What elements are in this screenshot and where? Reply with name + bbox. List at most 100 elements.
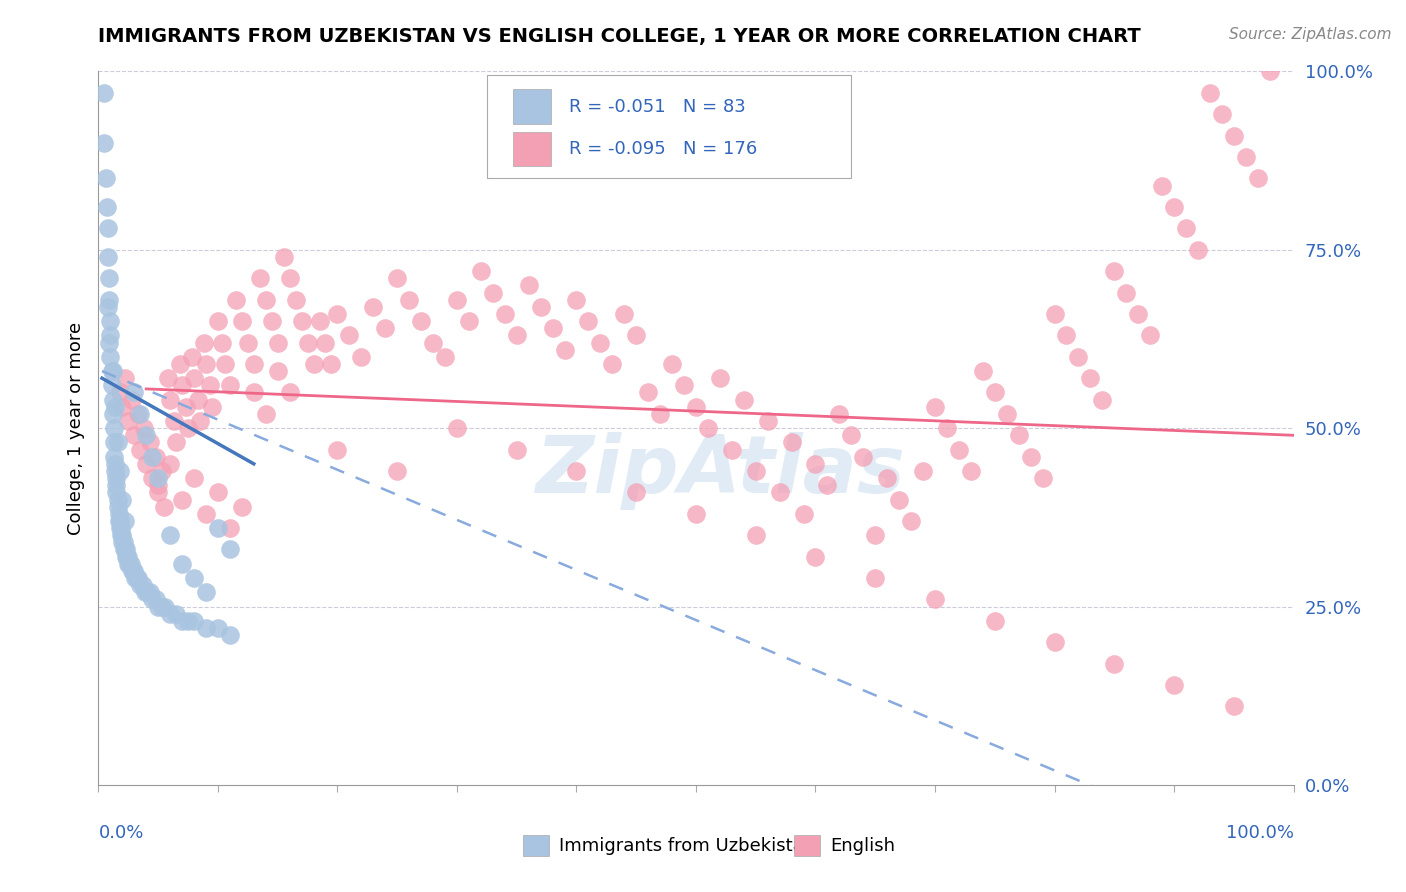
- Point: [94, 171, 117, 186]
- Point: [207, 621, 229, 635]
- Text: English: English: [830, 837, 894, 855]
- Point: [96, 200, 118, 214]
- Point: [101, 392, 124, 407]
- Point: [231, 500, 253, 514]
- Point: [1091, 392, 1114, 407]
- Point: [98, 335, 121, 350]
- Point: [117, 549, 139, 564]
- Point: [98, 350, 122, 364]
- Point: [115, 542, 138, 557]
- Point: [127, 407, 149, 421]
- Point: [150, 464, 173, 478]
- Point: [136, 585, 159, 599]
- Point: [159, 392, 181, 407]
- Point: [97, 250, 120, 264]
- Point: [114, 371, 136, 385]
- Point: [1187, 243, 1209, 257]
- Point: [446, 293, 468, 307]
- Point: [104, 400, 127, 414]
- Point: [267, 335, 290, 350]
- FancyBboxPatch shape: [513, 89, 551, 124]
- Point: [214, 357, 236, 371]
- FancyBboxPatch shape: [513, 132, 551, 166]
- Point: [236, 335, 259, 350]
- Point: [254, 407, 277, 421]
- Point: [141, 450, 163, 464]
- Point: [141, 471, 163, 485]
- Point: [188, 414, 211, 428]
- Point: [159, 607, 181, 621]
- Point: [98, 293, 121, 307]
- Point: [153, 500, 176, 514]
- Point: [193, 335, 215, 350]
- Point: [1152, 178, 1174, 193]
- Point: [697, 421, 720, 435]
- Text: Immigrants from Uzbekistan: Immigrants from Uzbekistan: [558, 837, 814, 855]
- Point: [135, 457, 157, 471]
- Point: [124, 385, 146, 400]
- Point: [924, 592, 946, 607]
- Point: [350, 350, 373, 364]
- Point: [108, 385, 131, 400]
- Point: [1234, 150, 1257, 164]
- Point: [177, 421, 200, 435]
- Point: [187, 392, 209, 407]
- Point: [101, 407, 124, 421]
- Point: [804, 457, 827, 471]
- Point: [517, 278, 540, 293]
- Point: [841, 428, 863, 442]
- Point: [97, 221, 120, 235]
- Point: [1258, 64, 1281, 78]
- Point: [578, 314, 600, 328]
- Point: [302, 357, 325, 371]
- Point: [111, 492, 134, 507]
- Point: [103, 421, 125, 435]
- Point: [733, 392, 755, 407]
- Point: [98, 271, 121, 285]
- FancyBboxPatch shape: [523, 835, 548, 856]
- Point: [139, 585, 162, 599]
- Point: [120, 557, 142, 571]
- Point: [148, 599, 170, 614]
- Point: [180, 350, 202, 364]
- Point: [602, 357, 624, 371]
- Point: [172, 492, 194, 507]
- Point: [1223, 699, 1246, 714]
- Point: [793, 507, 815, 521]
- Point: [148, 471, 170, 485]
- Point: [1080, 371, 1102, 385]
- Point: [1115, 285, 1137, 300]
- Point: [145, 450, 167, 464]
- Point: [111, 400, 134, 414]
- Point: [1032, 471, 1054, 485]
- Point: [207, 521, 229, 535]
- FancyBboxPatch shape: [794, 835, 820, 856]
- Point: [97, 300, 120, 314]
- Point: [156, 371, 179, 385]
- Point: [114, 514, 136, 528]
- Point: [122, 564, 145, 578]
- Point: [960, 464, 983, 478]
- Point: [195, 507, 218, 521]
- Point: [422, 335, 444, 350]
- Point: [172, 557, 194, 571]
- Point: [100, 378, 122, 392]
- Text: IMMIGRANTS FROM UZBEKISTAN VS ENGLISH COLLEGE, 1 YEAR OR MORE CORRELATION CHART: IMMIGRANTS FROM UZBEKISTAN VS ENGLISH CO…: [98, 27, 1142, 45]
- Point: [506, 442, 529, 457]
- Point: [984, 614, 1007, 628]
- Point: [385, 271, 409, 285]
- Point: [150, 599, 173, 614]
- Point: [172, 614, 194, 628]
- Point: [1008, 428, 1031, 442]
- Point: [297, 335, 319, 350]
- Point: [219, 521, 242, 535]
- Point: [278, 385, 301, 400]
- Point: [254, 293, 277, 307]
- Point: [105, 471, 128, 485]
- Point: [637, 385, 659, 400]
- Point: [141, 592, 163, 607]
- Point: [481, 285, 505, 300]
- Text: R = -0.095   N = 176: R = -0.095 N = 176: [569, 140, 758, 158]
- Point: [1211, 107, 1233, 121]
- Point: [984, 385, 1007, 400]
